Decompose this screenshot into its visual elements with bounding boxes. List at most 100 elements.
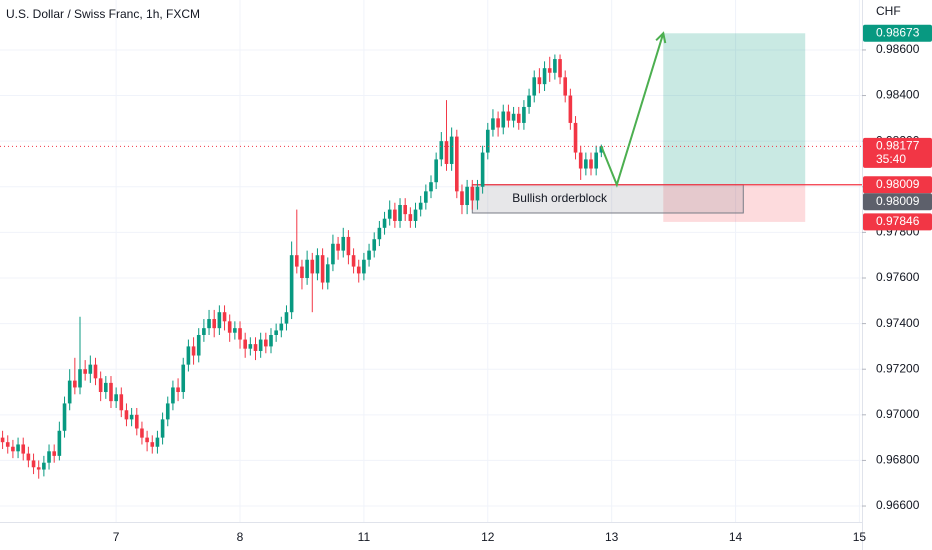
candle-body <box>491 118 495 130</box>
candle-body <box>269 335 273 347</box>
candle-body <box>274 330 278 336</box>
price-label: 0.98009 <box>876 177 920 191</box>
candle-body <box>315 255 320 274</box>
price-label-bg <box>863 176 932 194</box>
candle-body <box>439 141 444 160</box>
candle-body <box>346 236 351 256</box>
candle-body <box>26 453 31 461</box>
candle-body <box>527 95 531 107</box>
candle-body <box>114 394 118 402</box>
price-label: 0.97846 <box>876 214 920 228</box>
candle-body <box>67 380 72 404</box>
candle-body <box>563 77 568 96</box>
candle-body <box>511 113 516 121</box>
x-tick-label: 13 <box>605 530 619 544</box>
candle-body <box>444 141 449 164</box>
candle-body <box>150 442 155 447</box>
y-tick-label: 0.97000 <box>876 407 920 421</box>
candle-body <box>104 382 108 393</box>
chart-title: U.S. Dollar / Swiss Franc, 1h, FXCM <box>6 7 200 21</box>
candle-body <box>47 451 51 463</box>
x-tick-label: 14 <box>729 530 743 544</box>
candle-body <box>21 444 26 454</box>
candle-body <box>52 451 57 456</box>
y-tick-label: 0.98600 <box>876 42 920 56</box>
projection-arrow <box>600 33 665 188</box>
candle-body <box>599 146 604 153</box>
orderblock <box>471 184 744 214</box>
candle-body <box>0 437 5 443</box>
candle-body <box>413 209 418 221</box>
candle-body <box>196 335 201 356</box>
candle-body <box>294 255 299 267</box>
candle-body <box>372 239 377 251</box>
candle-body <box>578 152 583 169</box>
candle-body <box>88 364 93 374</box>
currency-label: CHF <box>876 4 901 18</box>
candle-body <box>78 369 82 388</box>
x-tick-label: 7 <box>113 530 120 544</box>
candle-body <box>145 437 149 443</box>
candle-body <box>589 159 593 169</box>
candle-body <box>140 428 144 438</box>
candle-body <box>584 159 588 169</box>
candle-body <box>222 312 227 322</box>
candle-body <box>62 403 67 431</box>
candle-body <box>465 186 469 206</box>
candle-body <box>165 403 170 420</box>
candle-body <box>289 255 294 313</box>
stop-zone <box>663 184 806 222</box>
candle-body <box>284 312 289 324</box>
candle-body <box>264 339 268 347</box>
candle-body <box>233 328 237 333</box>
candle-body <box>516 113 521 123</box>
candle-body <box>202 328 206 336</box>
candle-body <box>460 191 464 206</box>
candle-body <box>16 444 20 452</box>
candle-body <box>83 369 87 374</box>
candle-body <box>93 364 98 379</box>
candle-body <box>537 77 542 85</box>
candle-body <box>171 387 175 404</box>
candle-body <box>181 364 186 393</box>
candle-body <box>542 68 547 85</box>
candle-body <box>558 59 562 78</box>
candle-body <box>475 186 480 201</box>
candle-body <box>522 106 526 123</box>
candle-body <box>320 255 325 283</box>
candle-body <box>109 382 113 402</box>
candle-body <box>418 202 423 210</box>
candle-body <box>449 136 454 164</box>
candle-body <box>331 243 335 265</box>
candle-body <box>258 339 263 351</box>
candle-body <box>377 227 382 240</box>
price-label-bg <box>863 137 932 168</box>
candle-body <box>485 129 490 153</box>
candle-body <box>573 122 578 153</box>
candle-body <box>434 159 438 183</box>
candle-body <box>398 205 402 221</box>
candle-body <box>57 430 62 456</box>
candle-body <box>362 259 366 274</box>
candle-body <box>73 380 77 388</box>
candle-body <box>336 243 340 251</box>
price-axis-bg <box>862 0 932 550</box>
y-tick-label: 0.97400 <box>876 316 920 330</box>
candle-body <box>238 328 242 340</box>
candle-body <box>31 460 36 468</box>
arrow-head <box>655 31 667 44</box>
candle-body <box>403 205 407 215</box>
candle-body <box>42 462 46 470</box>
candle-body <box>36 467 41 470</box>
y-tick-label: 0.98400 <box>876 88 920 102</box>
candle-body <box>11 446 15 452</box>
candle-body <box>351 255 356 267</box>
candle-body <box>98 378 103 393</box>
x-tick-label: 12 <box>481 530 495 544</box>
candle-body <box>212 319 217 329</box>
candle-body <box>393 209 397 221</box>
candle-body <box>124 410 129 420</box>
candle-body <box>310 259 315 274</box>
